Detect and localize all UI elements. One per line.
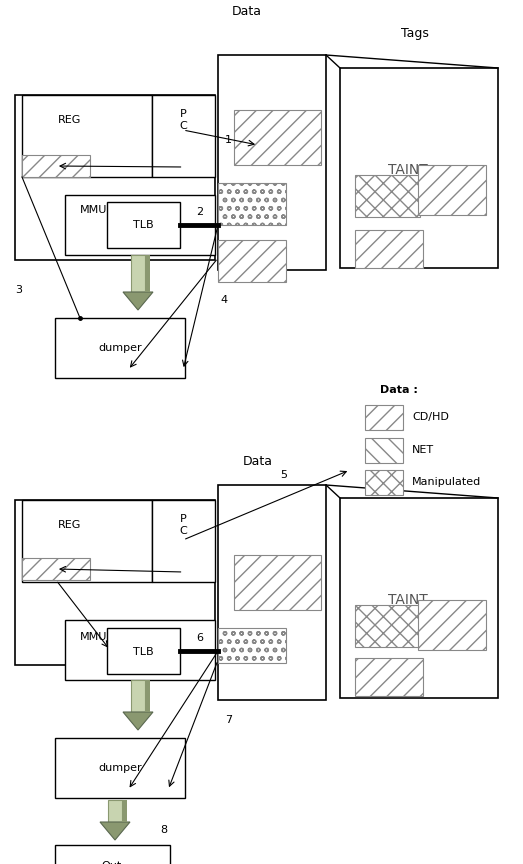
- Bar: [234, 555, 321, 610]
- Text: 7: 7: [225, 715, 232, 725]
- Bar: [22, 95, 152, 177]
- Bar: [355, 175, 420, 217]
- Text: 4: 4: [220, 295, 227, 305]
- Bar: [218, 183, 286, 225]
- Bar: [55, 318, 185, 378]
- Text: 8: 8: [160, 825, 167, 835]
- Bar: [22, 558, 90, 580]
- Text: Out: Out: [102, 861, 122, 864]
- Bar: [218, 55, 326, 270]
- Text: RAM: RAM: [243, 153, 274, 167]
- Text: dumper: dumper: [98, 763, 142, 773]
- Text: TLB: TLB: [133, 647, 153, 657]
- Bar: [418, 165, 486, 215]
- Text: 1: 1: [225, 135, 232, 145]
- Bar: [365, 470, 403, 495]
- Bar: [145, 680, 150, 712]
- Text: TLB: TLB: [133, 220, 153, 230]
- Polygon shape: [123, 712, 153, 730]
- Text: 2: 2: [196, 207, 203, 217]
- Bar: [218, 240, 286, 282]
- Bar: [145, 255, 150, 292]
- Bar: [22, 500, 152, 582]
- Text: REG: REG: [58, 115, 82, 125]
- Bar: [65, 195, 215, 255]
- Text: 3: 3: [15, 285, 22, 295]
- Text: TAINT: TAINT: [388, 593, 428, 607]
- Text: Data :: Data :: [380, 385, 418, 395]
- Bar: [365, 438, 403, 463]
- Bar: [355, 658, 423, 696]
- Text: 6: 6: [196, 633, 203, 643]
- Bar: [122, 800, 127, 822]
- Bar: [218, 628, 286, 663]
- Text: P
C: P C: [179, 109, 187, 130]
- Text: dumper: dumper: [98, 343, 142, 353]
- Bar: [355, 230, 423, 268]
- Text: CD/HD: CD/HD: [412, 412, 449, 422]
- Bar: [15, 500, 215, 665]
- Bar: [15, 95, 215, 260]
- Bar: [22, 155, 90, 177]
- Text: Data: Data: [243, 455, 273, 468]
- Polygon shape: [100, 822, 130, 840]
- Bar: [131, 680, 145, 712]
- Bar: [152, 95, 215, 177]
- Text: MMU: MMU: [80, 632, 107, 642]
- Bar: [131, 255, 145, 292]
- Text: MMU: MMU: [80, 205, 107, 215]
- Text: REG: REG: [58, 520, 82, 530]
- Bar: [340, 498, 498, 698]
- Bar: [152, 500, 215, 582]
- Bar: [65, 620, 215, 680]
- Bar: [340, 68, 498, 268]
- Bar: [107, 628, 180, 674]
- Bar: [355, 605, 420, 647]
- Bar: [418, 600, 486, 650]
- Text: P
C: P C: [179, 514, 187, 536]
- Text: TAINT: TAINT: [388, 163, 428, 177]
- Text: RAM: RAM: [243, 583, 274, 597]
- Bar: [107, 202, 180, 248]
- Bar: [55, 738, 185, 798]
- Text: Data: Data: [232, 5, 262, 18]
- Text: Manipulated: Manipulated: [412, 477, 481, 487]
- Bar: [218, 485, 326, 700]
- Bar: [234, 110, 321, 165]
- Bar: [108, 800, 122, 822]
- Polygon shape: [123, 292, 153, 310]
- Text: Tags: Tags: [401, 27, 429, 40]
- Text: 5: 5: [280, 470, 287, 480]
- Bar: [365, 405, 403, 430]
- Bar: [55, 845, 170, 864]
- Text: NET: NET: [412, 445, 434, 455]
